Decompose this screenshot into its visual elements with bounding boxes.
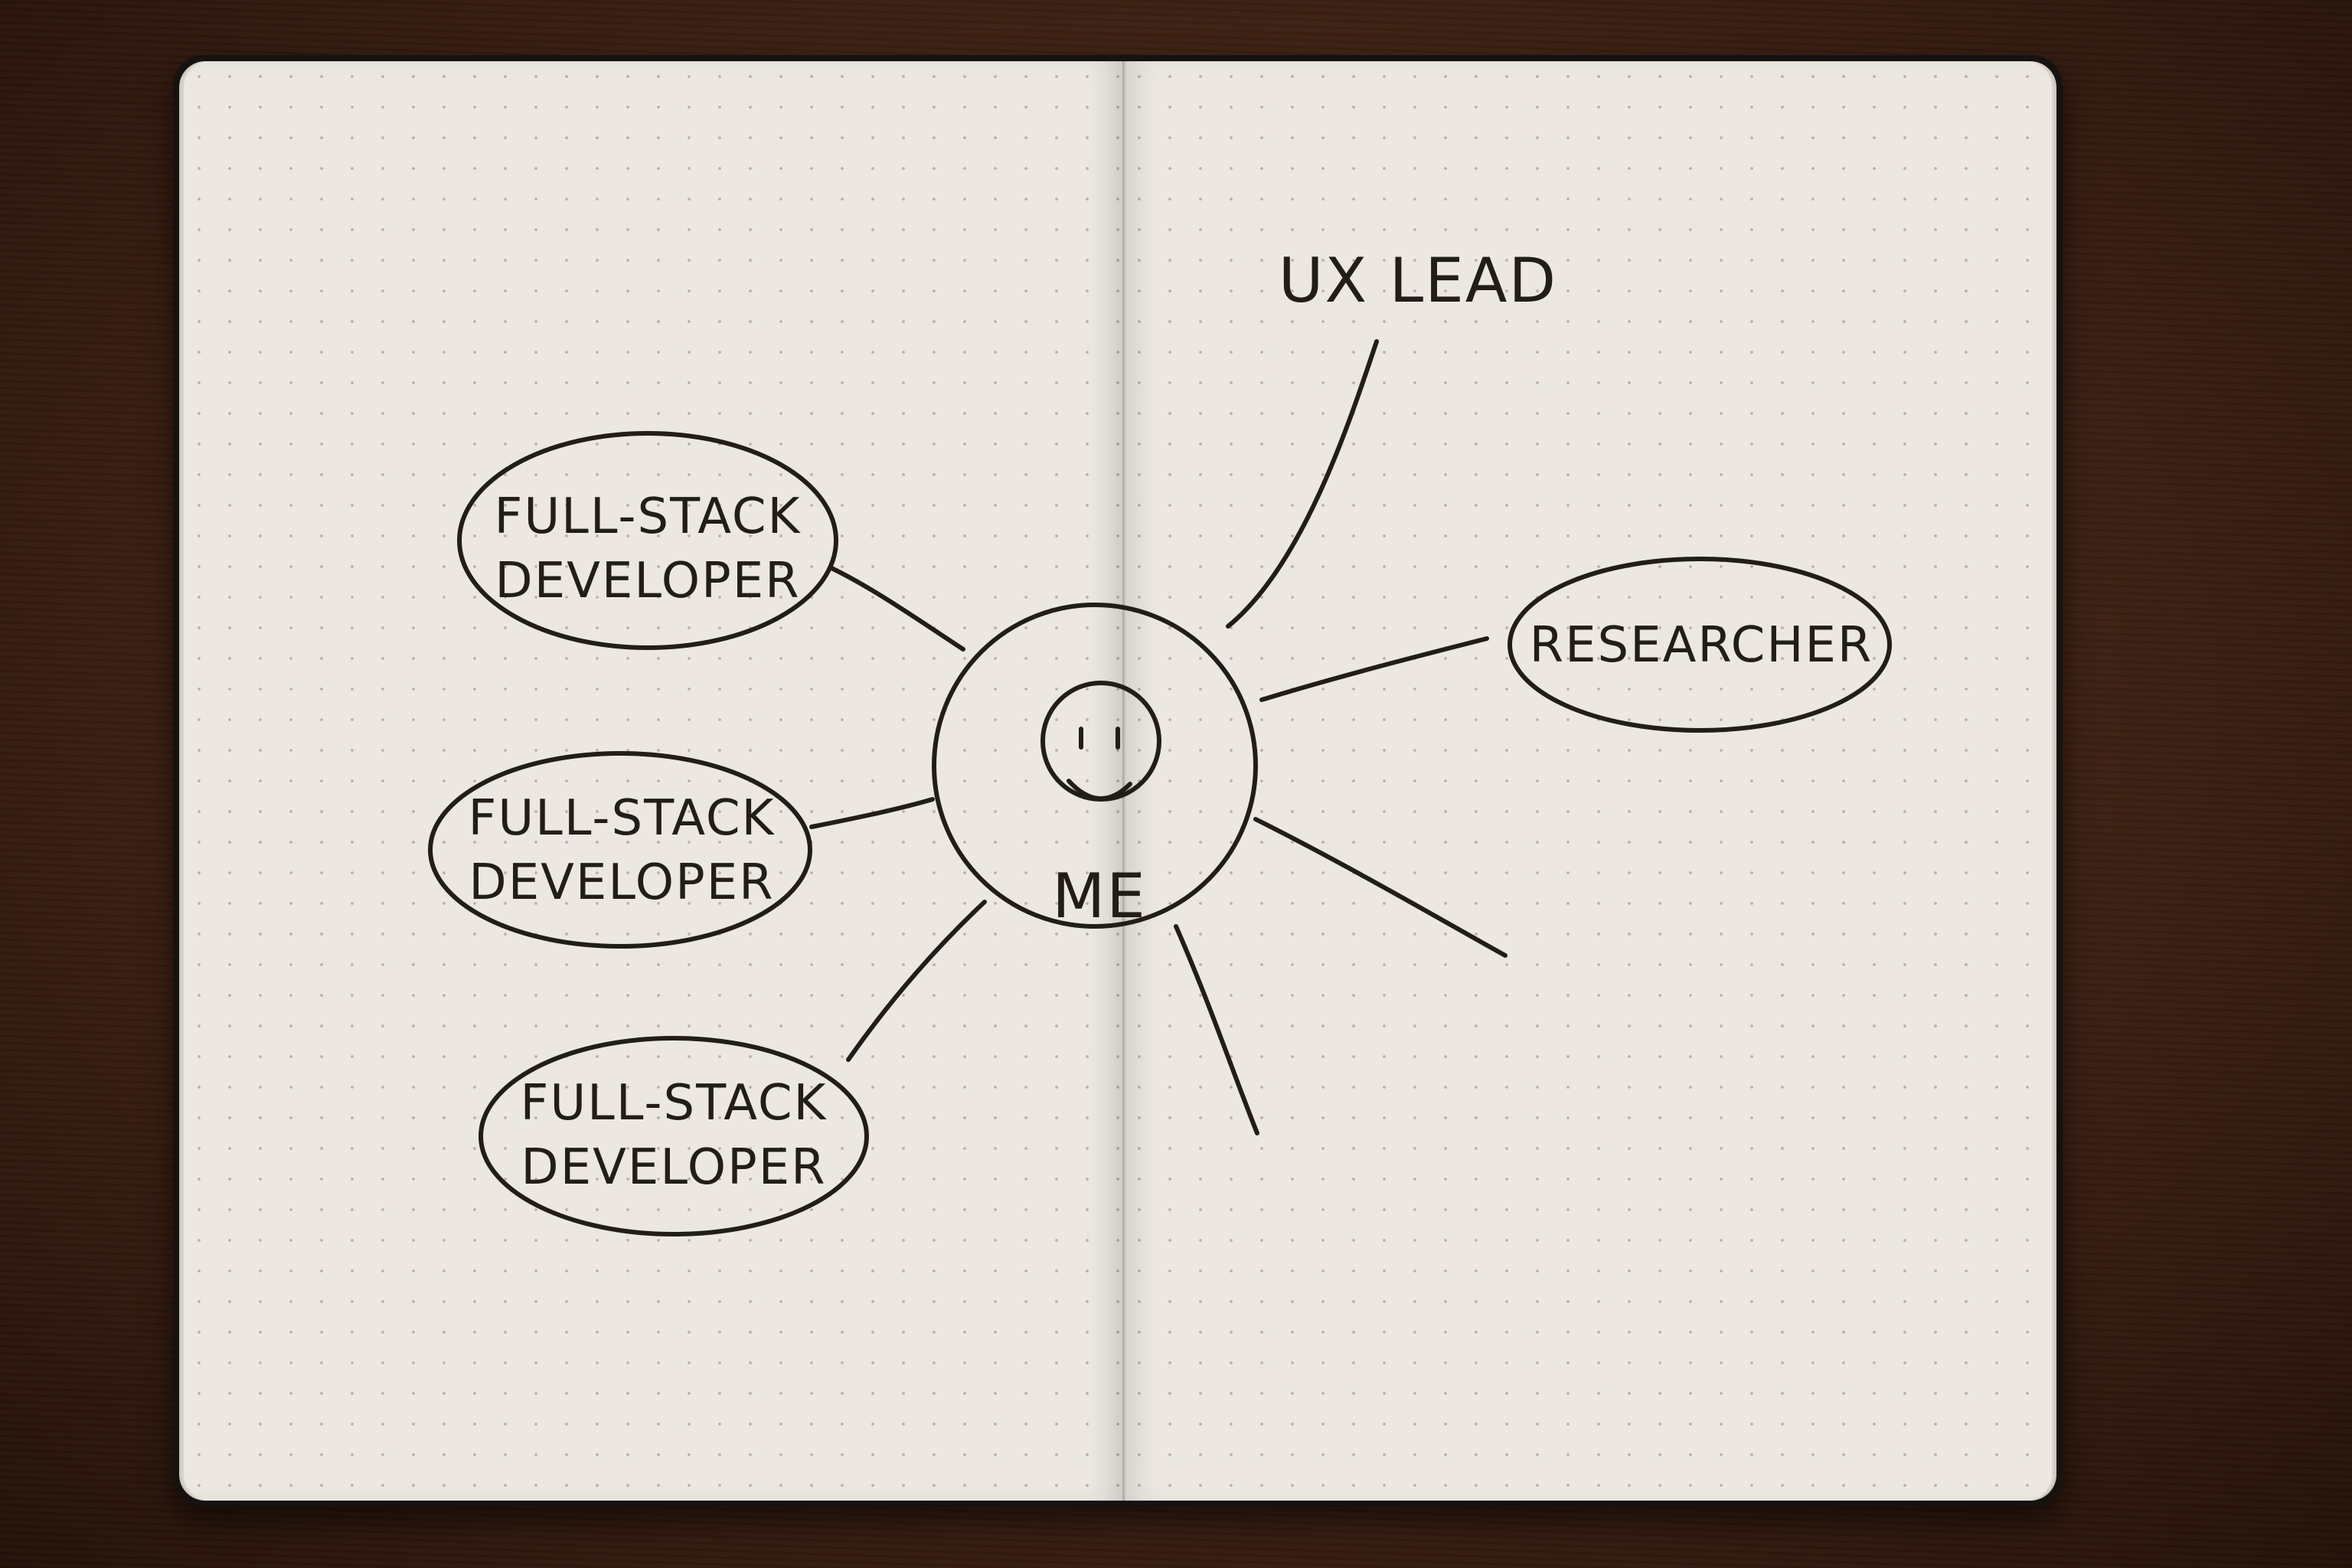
- node-3-line2: DEVELOPER: [521, 1139, 826, 1196]
- node-2-line1: FULL-STACK: [469, 790, 776, 847]
- connector-node-3: [846, 900, 987, 1062]
- node-2-bubble: [428, 751, 812, 949]
- smiley-face-icon: [1040, 681, 1161, 802]
- notebook: [173, 55, 2063, 1507]
- ux-lead-label: UX LEAD: [1279, 245, 1557, 316]
- connector-node-1: [829, 566, 965, 652]
- center-circle: [932, 603, 1258, 929]
- center-label: ME: [1052, 861, 1147, 932]
- connector-ux-lead: [1226, 339, 1379, 629]
- notebook-spine: [1122, 61, 1125, 1501]
- researcher-label: RESEARCHER: [1530, 617, 1873, 674]
- node-1-bubble: [457, 431, 838, 650]
- node-2-line2: DEVELOPER: [469, 854, 774, 911]
- connector-branch-bottom: [1174, 924, 1259, 1135]
- researcher-bubble: [1508, 557, 1892, 733]
- node-3-line1: FULL-STACK: [521, 1075, 828, 1132]
- connector-branch-right: [1253, 817, 1508, 958]
- node-1-line2: DEVELOPER: [495, 553, 800, 609]
- connector-researcher: [1259, 636, 1489, 702]
- connector-node-2: [809, 797, 935, 829]
- left-page: [184, 61, 1124, 1501]
- node-1-line1: FULL-STACK: [495, 488, 802, 545]
- node-3-bubble: [479, 1036, 869, 1236]
- right-page: [1124, 61, 2052, 1501]
- smiley-mouth: [1067, 779, 1132, 802]
